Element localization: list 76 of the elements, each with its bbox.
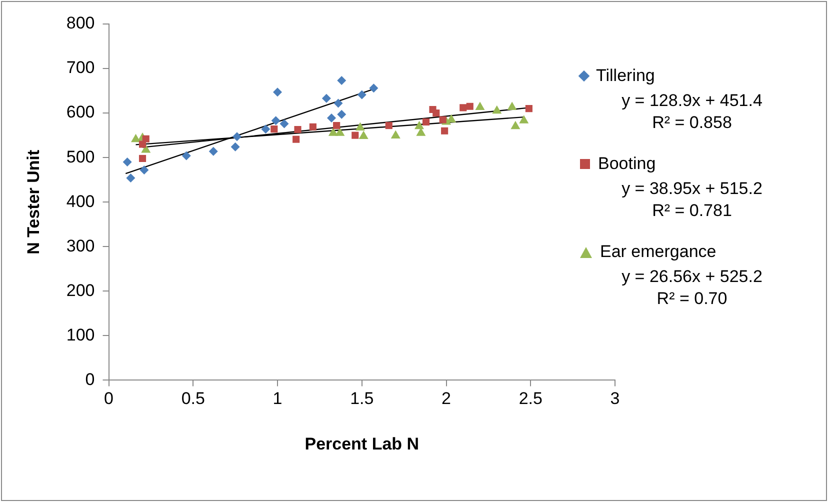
point <box>422 118 430 126</box>
point <box>334 98 343 108</box>
y-tick-label: 300 <box>66 236 95 256</box>
text: R² = 0.858 <box>651 112 733 134</box>
text: R² = 0.781 <box>651 200 733 222</box>
text: y = 38.95x + 515.2 <box>620 178 764 200</box>
y-axis-title: N Tester Unit <box>24 150 43 254</box>
x-tick-label: 0 <box>104 389 114 408</box>
point <box>261 124 270 134</box>
y-tick-label: 600 <box>66 102 95 122</box>
y-tick-label: 400 <box>66 192 95 211</box>
text: y = 128.9x + 451.4 <box>620 90 764 112</box>
point <box>510 120 520 130</box>
legend-label: Booting <box>598 154 656 174</box>
point <box>460 104 467 112</box>
y-tick-label: 200 <box>66 280 95 300</box>
point <box>414 120 424 130</box>
point <box>322 94 331 103</box>
point <box>309 123 316 130</box>
point <box>446 114 456 122</box>
point <box>273 88 282 97</box>
point <box>122 158 132 167</box>
point <box>208 146 218 156</box>
point <box>182 151 191 160</box>
point <box>416 128 426 136</box>
point <box>358 130 368 139</box>
point <box>335 128 345 136</box>
point <box>369 84 378 93</box>
point <box>466 102 474 110</box>
x-tick-label: 1 <box>272 389 282 408</box>
point <box>142 135 150 142</box>
point <box>390 130 400 139</box>
point <box>337 76 346 86</box>
legend-label: Tillering <box>596 66 655 86</box>
point <box>492 105 502 114</box>
point <box>138 154 146 162</box>
point <box>507 102 517 110</box>
x-tick-label: 2 <box>442 389 451 408</box>
point <box>232 132 242 142</box>
x-axis-title: Percent Lab N <box>304 434 420 454</box>
point <box>230 142 240 152</box>
point <box>126 174 136 183</box>
point <box>385 122 392 130</box>
x-tick-label: 3 <box>610 389 620 408</box>
point <box>439 116 446 124</box>
legend-label: Ear emergance <box>600 242 716 262</box>
x-tick-label: 1.5 <box>350 389 374 408</box>
point <box>519 115 529 124</box>
y-tick-label: 100 <box>66 325 95 344</box>
point <box>355 122 365 130</box>
point <box>140 166 149 175</box>
point <box>432 110 440 117</box>
point <box>525 105 532 112</box>
point <box>131 134 141 142</box>
text: y = 26.56x + 525.2 <box>620 266 764 288</box>
point <box>328 128 338 136</box>
point <box>280 119 289 128</box>
text: R² = 0.70 <box>656 288 728 310</box>
point <box>271 116 280 126</box>
point <box>357 90 366 100</box>
y-tick-label: 800 <box>66 14 95 33</box>
x-tick-label: 0.5 <box>181 389 205 408</box>
point <box>141 144 151 153</box>
y-tick-label: 700 <box>66 58 95 78</box>
point <box>475 102 485 110</box>
x-tick-label: 2.5 <box>518 389 542 408</box>
point <box>327 113 336 122</box>
y-tick-label: 500 <box>66 147 95 166</box>
point <box>270 126 278 133</box>
point <box>441 127 448 134</box>
point <box>333 122 340 130</box>
point <box>292 136 300 143</box>
y-tick-label: 0 <box>85 370 95 389</box>
point <box>294 126 302 134</box>
point <box>352 132 359 139</box>
point <box>337 110 346 119</box>
